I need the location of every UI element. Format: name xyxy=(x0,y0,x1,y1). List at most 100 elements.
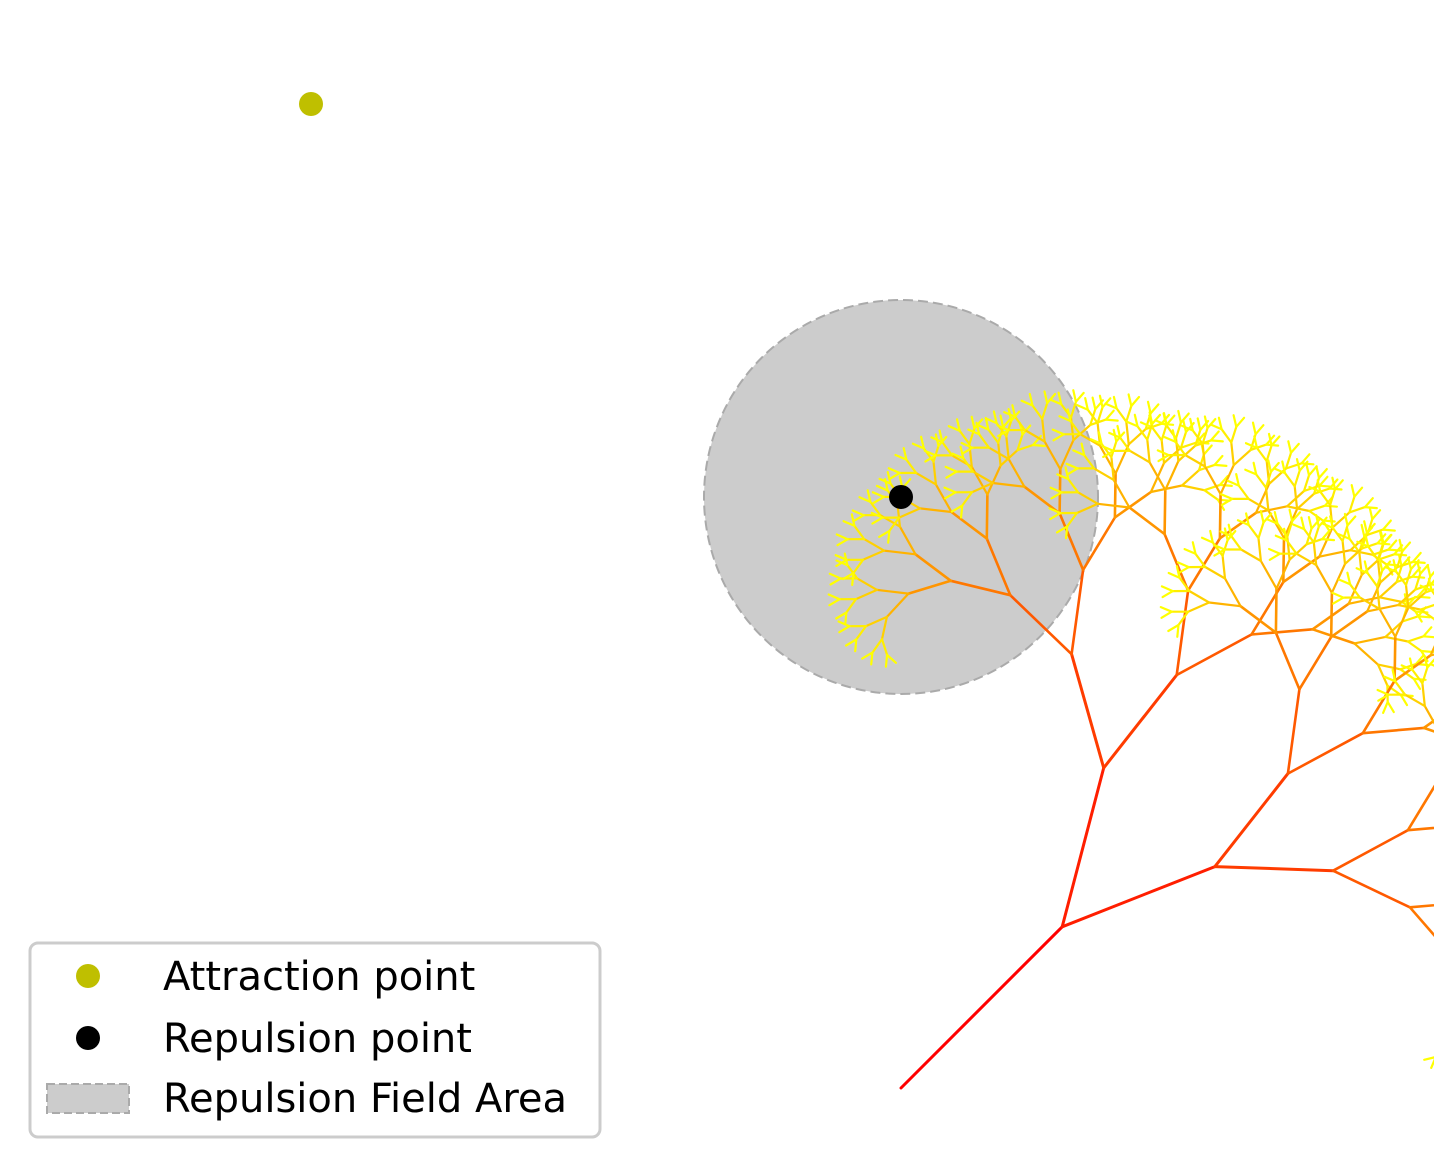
tree-branch xyxy=(835,611,848,620)
tree-branch xyxy=(1332,596,1345,605)
tree-branch xyxy=(1133,413,1139,428)
tree-branch xyxy=(1329,610,1369,639)
tree-branch xyxy=(1409,559,1420,571)
tree-branch xyxy=(1101,397,1112,409)
tree-branch xyxy=(1092,467,1115,481)
tree-branch xyxy=(1223,577,1242,608)
tree-branch xyxy=(1350,484,1356,498)
tree-branch xyxy=(1058,511,1085,572)
tree-branch xyxy=(1366,528,1385,536)
tree-branch xyxy=(1007,458,1026,488)
tree-branch xyxy=(1293,469,1301,488)
tree-branch xyxy=(1267,459,1273,473)
tree-branch xyxy=(1267,547,1282,555)
tree-branch xyxy=(1163,532,1190,592)
tree-branch xyxy=(1070,652,1106,770)
tree-branch xyxy=(827,593,841,601)
tree-branch xyxy=(1411,551,1422,564)
tree-branch xyxy=(1239,604,1278,635)
tree-branch xyxy=(1001,417,1013,429)
tree-branch xyxy=(960,441,974,449)
tree-branch xyxy=(1067,478,1080,494)
tree-branch xyxy=(1060,865,1217,929)
tree-branch xyxy=(958,429,971,446)
tree-branch xyxy=(834,554,848,561)
tree-branch xyxy=(1353,486,1364,498)
tree-branch xyxy=(1159,605,1173,613)
tree-branch xyxy=(1286,731,1365,775)
tree-branch xyxy=(1171,429,1177,443)
tree-branch xyxy=(1295,492,1316,511)
tree-branch xyxy=(1098,394,1104,409)
tree-branch xyxy=(1422,719,1434,730)
tree-branch xyxy=(1230,441,1235,467)
tree-branch xyxy=(1429,579,1434,586)
tree-branch xyxy=(1247,497,1270,512)
tree-branch xyxy=(1401,615,1420,623)
tree-branch xyxy=(1315,513,1320,528)
tree-branch xyxy=(1365,522,1376,534)
tree-branch xyxy=(1386,700,1395,714)
tree-branch xyxy=(851,571,855,587)
tree-branch xyxy=(1282,527,1288,542)
tree-branch xyxy=(985,537,1012,597)
tree-branch xyxy=(871,516,884,525)
tree-branch xyxy=(1115,407,1128,423)
tree-branch xyxy=(1333,479,1344,491)
tree-branch xyxy=(986,464,1002,496)
tree-branch xyxy=(1377,553,1396,561)
tree-branch xyxy=(1130,395,1141,408)
tree-branch xyxy=(1264,486,1270,512)
tree-branch xyxy=(1125,420,1139,428)
tree-branch xyxy=(971,470,994,485)
tree-branch xyxy=(1220,428,1233,444)
tree-branch xyxy=(1384,620,1404,639)
tree-branch xyxy=(1412,677,1422,691)
tree-branch xyxy=(1213,548,1226,557)
tree-branch xyxy=(944,491,957,500)
tree-branch xyxy=(1209,430,1220,442)
tree-branch xyxy=(1416,586,1427,598)
tree-branch xyxy=(1058,415,1072,423)
tree-branch xyxy=(1285,539,1298,555)
repulsion-point-marker xyxy=(889,485,913,509)
tree-branch xyxy=(1235,416,1246,428)
tree-branch xyxy=(945,470,958,479)
tree-branch xyxy=(1331,828,1410,873)
tree-branch xyxy=(1262,512,1273,524)
tree-branch xyxy=(1312,487,1331,495)
tree-branch xyxy=(1189,417,1194,432)
tree-branch xyxy=(1254,424,1265,436)
tree-branch xyxy=(1348,537,1361,554)
tree-branch xyxy=(1209,529,1214,544)
tree-branch xyxy=(1274,534,1288,542)
tree-branch xyxy=(1408,657,1414,672)
tree-branch xyxy=(1118,436,1132,452)
tree-branch xyxy=(1146,422,1154,441)
tree-branch xyxy=(1250,580,1285,636)
tree-branch xyxy=(1265,517,1279,525)
tree-branch xyxy=(1237,484,1250,500)
tree-branch xyxy=(1136,425,1149,441)
tree-branch xyxy=(1363,506,1378,510)
tree-branch xyxy=(898,525,917,556)
tree-branch xyxy=(1321,528,1332,541)
tree-branch xyxy=(838,625,851,634)
tree-branch xyxy=(1072,423,1092,442)
tree-branch xyxy=(1177,565,1190,575)
tree-branch xyxy=(1011,404,1017,418)
tree-branch xyxy=(1049,486,1063,494)
tree-branch xyxy=(894,453,908,461)
tree-branch xyxy=(1160,610,1173,619)
tree-branch xyxy=(1057,391,1063,406)
tree-branch xyxy=(1201,426,1209,445)
tree-branch xyxy=(1221,554,1227,580)
tree-branch xyxy=(1379,531,1385,546)
tree-branch xyxy=(1016,433,1024,452)
tree-branch xyxy=(828,572,842,580)
tree-branch xyxy=(1112,478,1131,509)
tree-branch xyxy=(1361,726,1426,735)
tree-branch xyxy=(1201,442,1207,468)
tree-branch xyxy=(1404,583,1410,609)
